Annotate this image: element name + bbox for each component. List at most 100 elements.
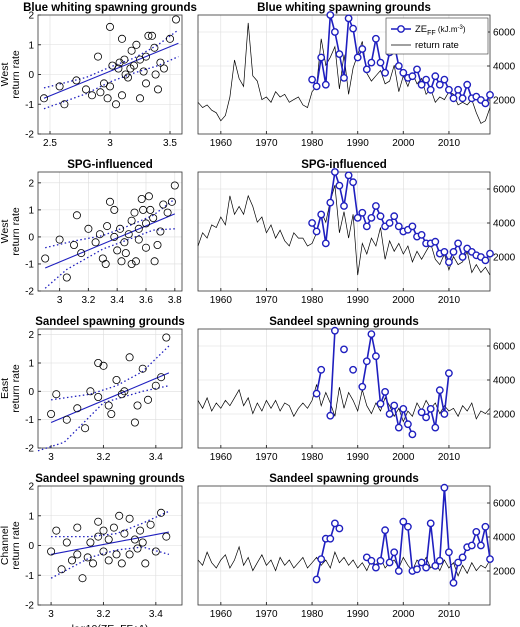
scatter-point	[115, 58, 124, 67]
ze-ff-marker	[353, 53, 362, 62]
scatter-point	[103, 94, 112, 103]
ze-ff-marker	[381, 526, 389, 535]
x-axis-label: log10(ZE_FF+1)	[72, 623, 149, 627]
y-right-tick-label: 6000	[493, 342, 516, 353]
y-right-tick-label: 4000	[493, 533, 516, 544]
ze-ff-marker	[385, 558, 394, 567]
ze-ff-marker	[335, 524, 344, 533]
scatter-point	[62, 415, 71, 424]
scatter-point	[95, 230, 104, 239]
scatter-point	[112, 375, 121, 384]
ze-ff-marker	[326, 411, 335, 420]
scatter-point	[40, 94, 49, 103]
scatter-point	[96, 88, 105, 97]
scatter-point	[137, 194, 146, 203]
panel-title: Sandeel spawning grounds	[269, 473, 419, 485]
scatter-point	[147, 31, 156, 40]
ze-ff-marker	[394, 222, 403, 231]
y-right-tick-label: 4000	[493, 376, 516, 387]
scatter-point	[78, 574, 87, 583]
grid	[198, 15, 490, 134]
ze-ff-marker	[422, 563, 430, 572]
ze-ff-marker	[449, 247, 458, 256]
scatter-point	[136, 526, 145, 535]
scatter-panel: Sandeel spawning grounds 3 3.2 3.4 -2 -1 0 1 2 Ch…	[0, 473, 185, 627]
ze-ff-marker	[312, 575, 321, 584]
x-tick-label: 3.4	[110, 295, 124, 306]
ze-ff-marker	[463, 80, 472, 89]
ze-ff-marker	[358, 208, 367, 217]
x-tick-label: 3.5	[163, 138, 177, 149]
ze-ff-marker	[326, 534, 335, 543]
ze-ff-marker	[376, 399, 385, 408]
ze-ff-marker	[399, 68, 408, 77]
ze-ff-marker	[458, 94, 467, 103]
scatter-point	[86, 538, 95, 547]
ze-ff-marker	[344, 171, 353, 180]
scatter-point	[62, 273, 71, 282]
scatter-point	[106, 197, 115, 206]
ze-ff-marker	[317, 365, 326, 374]
scatter-point	[109, 523, 118, 532]
scatter-point	[86, 387, 95, 396]
ze-ff-marker	[367, 58, 376, 67]
scatter-point	[104, 401, 113, 410]
y-right-tick-label: 4000	[493, 219, 516, 230]
return-rate-line	[197, 545, 491, 577]
x-tick-label: 3	[57, 295, 63, 306]
ze-ff-marker	[408, 430, 417, 439]
ze-ff-marker	[417, 558, 426, 567]
scatter-point	[139, 67, 148, 76]
scatter-point	[159, 64, 168, 73]
ze-ff-marker	[376, 58, 385, 67]
axes-frame	[197, 171, 491, 292]
ze-ff-marker	[394, 423, 403, 432]
x-tick-label: 2010	[438, 609, 461, 620]
x-tick-label: 1990	[347, 138, 370, 149]
scatter-point	[132, 40, 141, 49]
ze-ff-marker	[417, 408, 426, 417]
scatter-point	[150, 43, 159, 52]
ze-ff-marker	[358, 382, 367, 391]
ze-ff-marker	[371, 34, 380, 43]
axes-frame	[197, 328, 491, 449]
ze-ff-marker	[344, 14, 353, 23]
x-tick-label: 1970	[255, 452, 278, 463]
y-right-tick-label: 2000	[493, 567, 516, 578]
scatter-point	[141, 243, 150, 252]
scatter-point	[99, 526, 108, 535]
scatter-point	[156, 58, 165, 67]
ze-ff-marker	[440, 247, 449, 256]
scatter-point	[104, 556, 113, 565]
y-axis-label: return rate	[10, 521, 22, 570]
scatter-point	[47, 547, 56, 556]
scatter-point	[159, 200, 168, 209]
scatter-point	[110, 205, 119, 214]
scatter-point	[151, 70, 160, 79]
y-axis-label: return rate	[10, 50, 22, 99]
scatter-point	[91, 238, 100, 247]
x-tick-label: 1970	[255, 609, 278, 620]
scatter-point	[57, 565, 66, 574]
return-rate-line	[197, 185, 491, 276]
scatter-point	[52, 390, 61, 399]
timeseries-panel: SPG-influenced 1960 1970 1980 1990 2000 2010 20…	[197, 159, 516, 306]
ze-ff-marker	[481, 256, 490, 265]
scatter-point	[72, 211, 81, 220]
scatter-point	[55, 82, 64, 91]
x-tick-label: 3.8	[168, 295, 182, 306]
y-right-tick-label: 2000	[493, 253, 516, 264]
y-tick-label: -2	[25, 287, 34, 298]
scatter-point	[117, 390, 126, 399]
ze-ff-marker	[444, 85, 453, 94]
scatter-point	[121, 249, 130, 258]
y-tick-label: 1	[28, 40, 34, 51]
ze-ff-marker	[321, 239, 330, 248]
scatter-point	[73, 404, 82, 413]
y-right-tick-label: 6000	[493, 28, 516, 39]
ze-ff-marker	[449, 94, 458, 103]
scatter-point	[124, 73, 133, 82]
scatter-point	[84, 224, 93, 233]
ze-ff-marker	[326, 11, 335, 19]
ze-ff-marker	[486, 555, 494, 563]
